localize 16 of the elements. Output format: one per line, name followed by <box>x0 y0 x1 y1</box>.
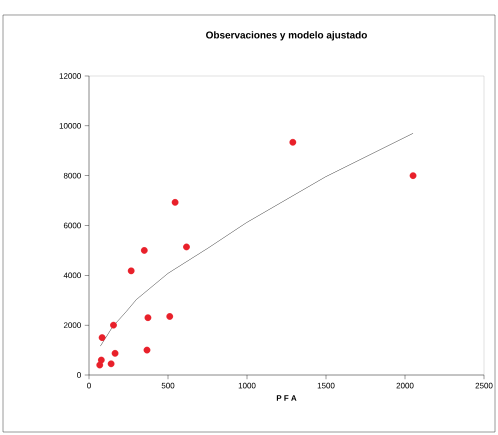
point <box>108 360 115 368</box>
point <box>144 314 152 322</box>
point <box>172 198 179 206</box>
chart-title: Observaciones y modelo ajustado <box>206 31 367 40</box>
point <box>112 350 118 357</box>
point <box>98 334 106 342</box>
line-series <box>100 133 414 346</box>
point <box>183 244 190 250</box>
point <box>144 346 150 354</box>
point <box>140 247 148 254</box>
point <box>98 356 105 364</box>
point <box>289 138 296 146</box>
point <box>110 322 117 329</box>
point <box>166 313 174 320</box>
point <box>410 172 416 180</box>
point <box>128 267 135 274</box>
